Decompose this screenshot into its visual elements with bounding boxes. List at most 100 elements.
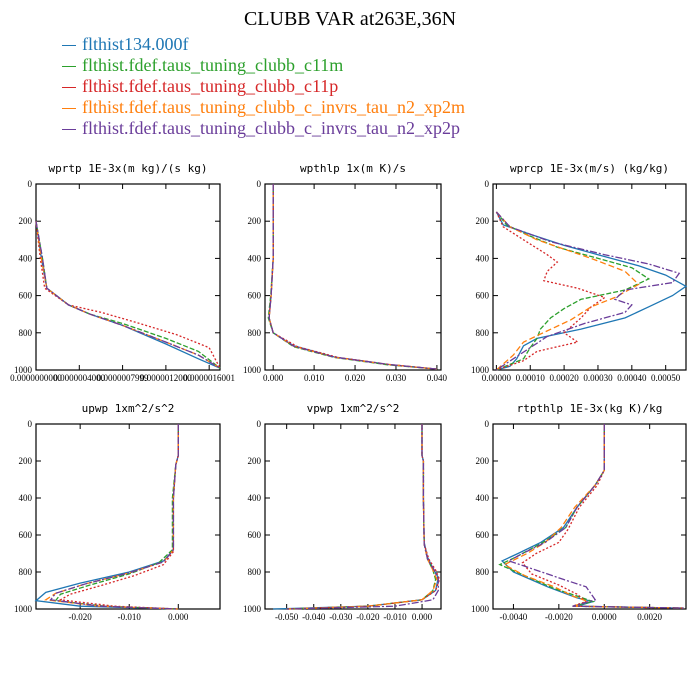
- y-tick-label: 200: [19, 456, 33, 466]
- chart-1-frame: [35, 183, 221, 371]
- x-tick-label: 0.000: [263, 373, 284, 383]
- y-tick-label: 600: [248, 530, 262, 540]
- series-line-5: [268, 184, 437, 370]
- x-tick-label: 0.020: [345, 373, 366, 383]
- x-tick-label: -0.0020: [545, 612, 573, 622]
- legend-swatch-4: [62, 108, 76, 110]
- y-tick-label: 0: [257, 179, 262, 189]
- series-line-3: [521, 424, 684, 609]
- series-line-2: [35, 221, 221, 369]
- x-tick-label: -0.010: [383, 612, 407, 622]
- y-tick-label: 800: [248, 567, 262, 577]
- x-tick-label: -0.020: [356, 612, 380, 622]
- y-tick-label: 600: [248, 291, 262, 301]
- y-tick-label: 0: [28, 179, 33, 189]
- series-line-5: [49, 424, 179, 610]
- page-title: CLUBB VAR at263E,36N: [243, 8, 457, 30]
- y-tick-label: 1000: [243, 604, 262, 614]
- series-line-4: [502, 424, 684, 609]
- series-line-1: [35, 221, 221, 369]
- y-tick-label: 600: [19, 530, 33, 540]
- legend-item-4: flthist.fdef.taus_tuning_clubb_c_invrs_t…: [62, 97, 465, 117]
- x-tick-label: -0.040: [302, 612, 326, 622]
- legend-label-1: flthist134.000f: [82, 34, 189, 54]
- series-line-1: [273, 424, 439, 610]
- y-tick-label: 1000: [14, 604, 33, 614]
- y-tick-label: 400: [476, 253, 490, 263]
- y-tick-label: 800: [248, 328, 262, 338]
- x-tick-label: 0.000: [412, 612, 433, 622]
- series-line-1: [495, 211, 688, 371]
- chart-6-title: rtpthlp 1E-3x(kg K)/kg: [517, 402, 663, 415]
- x-tick-label: 0.0000004000: [53, 373, 105, 383]
- x-tick-label: 0.0000012000: [140, 373, 192, 383]
- chart-2-title: wpthlp 1x(m K)/s: [300, 162, 406, 175]
- x-tick-label: -0.050: [275, 612, 299, 622]
- y-tick-label: 800: [476, 567, 490, 577]
- x-tick-label: 0.00050: [651, 373, 681, 383]
- x-tick-label: -0.010: [118, 612, 142, 622]
- y-tick-label: 800: [476, 328, 490, 338]
- chart-4-title: upwp 1xm^2/s^2: [82, 402, 175, 415]
- legend-label-3: flthist.fdef.taus_tuning_clubb_c11p: [82, 76, 339, 96]
- chart-3-title: wprcp 1E-3x(m/s) (kg/kg): [510, 162, 669, 175]
- series-line-4: [286, 424, 438, 610]
- y-tick-label: 400: [19, 253, 33, 263]
- x-tick-label: 0.0000000000: [10, 373, 62, 383]
- chart-2-frame: [264, 183, 442, 371]
- legend-item-2: flthist.fdef.taus_tuning_clubb_c11m: [62, 55, 343, 75]
- legend-item-1: flthist134.000f: [62, 34, 189, 54]
- x-tick-label: -0.0040: [500, 612, 528, 622]
- chart-4-frame: [35, 423, 221, 610]
- y-tick-label: 0: [485, 419, 490, 429]
- x-tick-label: -0.030: [329, 612, 353, 622]
- series-line-5: [507, 424, 684, 609]
- series-line-4: [495, 211, 640, 371]
- legend-swatch-3: [62, 87, 76, 89]
- x-tick-label: 0.0000016001: [183, 373, 235, 383]
- legend-swatch-2: [62, 66, 76, 68]
- series-line-2: [286, 424, 437, 610]
- y-tick-label: 1000: [243, 365, 262, 375]
- chart-5-frame: [264, 423, 442, 610]
- x-tick-label: 0.040: [427, 373, 448, 383]
- y-tick-label: 600: [476, 530, 490, 540]
- x-tick-label: 0.000: [168, 612, 189, 622]
- y-tick-label: 400: [476, 493, 490, 503]
- y-tick-label: 200: [476, 456, 490, 466]
- series-line-1: [500, 424, 684, 609]
- legend-item-5: flthist.fdef.taus_tuning_clubb_c_invrs_t…: [62, 118, 460, 138]
- series-line-3: [35, 221, 221, 369]
- y-tick-label: 600: [476, 291, 490, 301]
- x-tick-label: 0.030: [386, 373, 407, 383]
- legend-label-4: flthist.fdef.taus_tuning_clubb_c_invrs_t…: [82, 97, 465, 117]
- chart-5-title: vpwp 1xm^2/s^2: [307, 402, 400, 415]
- series-line-4: [268, 184, 437, 370]
- x-tick-label: 0.00020: [549, 373, 579, 383]
- series-line-3: [495, 211, 607, 371]
- series-line-2: [498, 424, 684, 609]
- y-tick-label: 200: [248, 216, 262, 226]
- y-tick-label: 1000: [471, 365, 490, 375]
- legend-swatch-5: [62, 129, 76, 131]
- chart-6-frame: [492, 423, 687, 610]
- series-line-4: [35, 221, 221, 369]
- x-tick-label: 0.00000: [482, 373, 512, 383]
- series-line-3: [58, 424, 179, 610]
- legend-swatch-1: [62, 45, 76, 47]
- chart-3-frame: [492, 183, 687, 371]
- series-line-3: [268, 184, 437, 370]
- series-line-3: [286, 424, 441, 610]
- y-tick-label: 1000: [14, 365, 33, 375]
- series-line-2: [267, 184, 437, 370]
- y-tick-label: 400: [19, 493, 33, 503]
- y-tick-label: 800: [19, 567, 33, 577]
- series-line-5: [35, 221, 221, 369]
- x-tick-label: 0.0020: [637, 612, 662, 622]
- y-tick-label: 200: [248, 456, 262, 466]
- x-tick-label: 0.010: [304, 373, 325, 383]
- series-line-1: [34, 424, 179, 610]
- series-line-4: [43, 424, 179, 610]
- x-tick-label: 0.00010: [516, 373, 546, 383]
